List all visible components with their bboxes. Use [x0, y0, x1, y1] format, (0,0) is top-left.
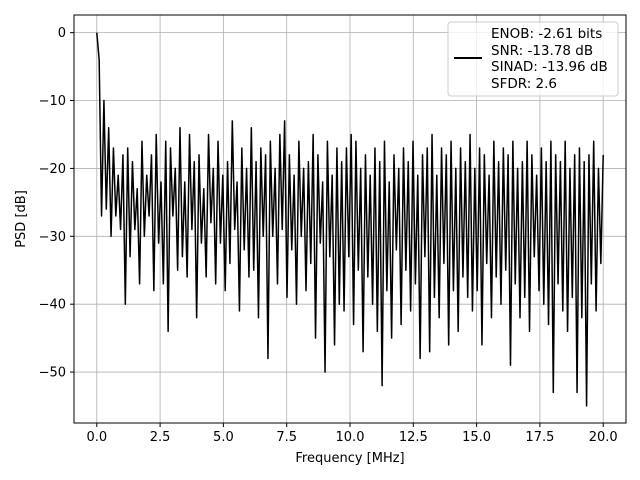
y-tick-label: −40: [39, 298, 66, 313]
y-axis-ticks: 0 −10 −20 −30 −40 −50: [39, 26, 74, 381]
legend-line-sfdr: SFDR: 2.6: [491, 76, 557, 92]
x-tick-label: 17.5: [525, 430, 554, 445]
x-tick-label: 2.5: [150, 430, 171, 445]
legend-line-sinad: SINAD: -13.96 dB: [491, 59, 608, 75]
x-tick-label: 7.5: [276, 430, 297, 445]
legend: ENOB: -2.61 bits SNR: -13.78 dB SINAD: -…: [447, 21, 619, 97]
y-tick-label: −50: [39, 366, 66, 381]
y-tick-label: 0: [58, 26, 66, 41]
y-tick-label: −10: [39, 94, 66, 109]
x-tick-label: 15.0: [462, 430, 491, 445]
legend-line-enob: ENOB: -2.61 bits: [491, 26, 602, 42]
x-axis-ticks: 0.0 2.5 5.0 7.5 10.0 12.5 15.0 17.5 20.0: [86, 423, 618, 445]
psd-series-line: [96, 32, 604, 407]
x-tick-label: 12.5: [399, 430, 428, 445]
legend-line-snr: SNR: -13.78 dB: [491, 43, 593, 59]
x-tick-label: 0.0: [86, 430, 107, 445]
x-axis-label: Frequency [MHz]: [295, 451, 404, 466]
x-tick-label: 20.0: [589, 430, 618, 445]
y-axis-label: PSD [dB]: [14, 190, 29, 248]
y-tick-label: −20: [39, 162, 66, 177]
x-tick-label: 5.0: [213, 430, 234, 445]
series-layer: [96, 32, 604, 407]
y-tick-label: −30: [39, 230, 66, 245]
legend-box: [447, 21, 619, 97]
x-tick-label: 10.0: [336, 430, 365, 445]
